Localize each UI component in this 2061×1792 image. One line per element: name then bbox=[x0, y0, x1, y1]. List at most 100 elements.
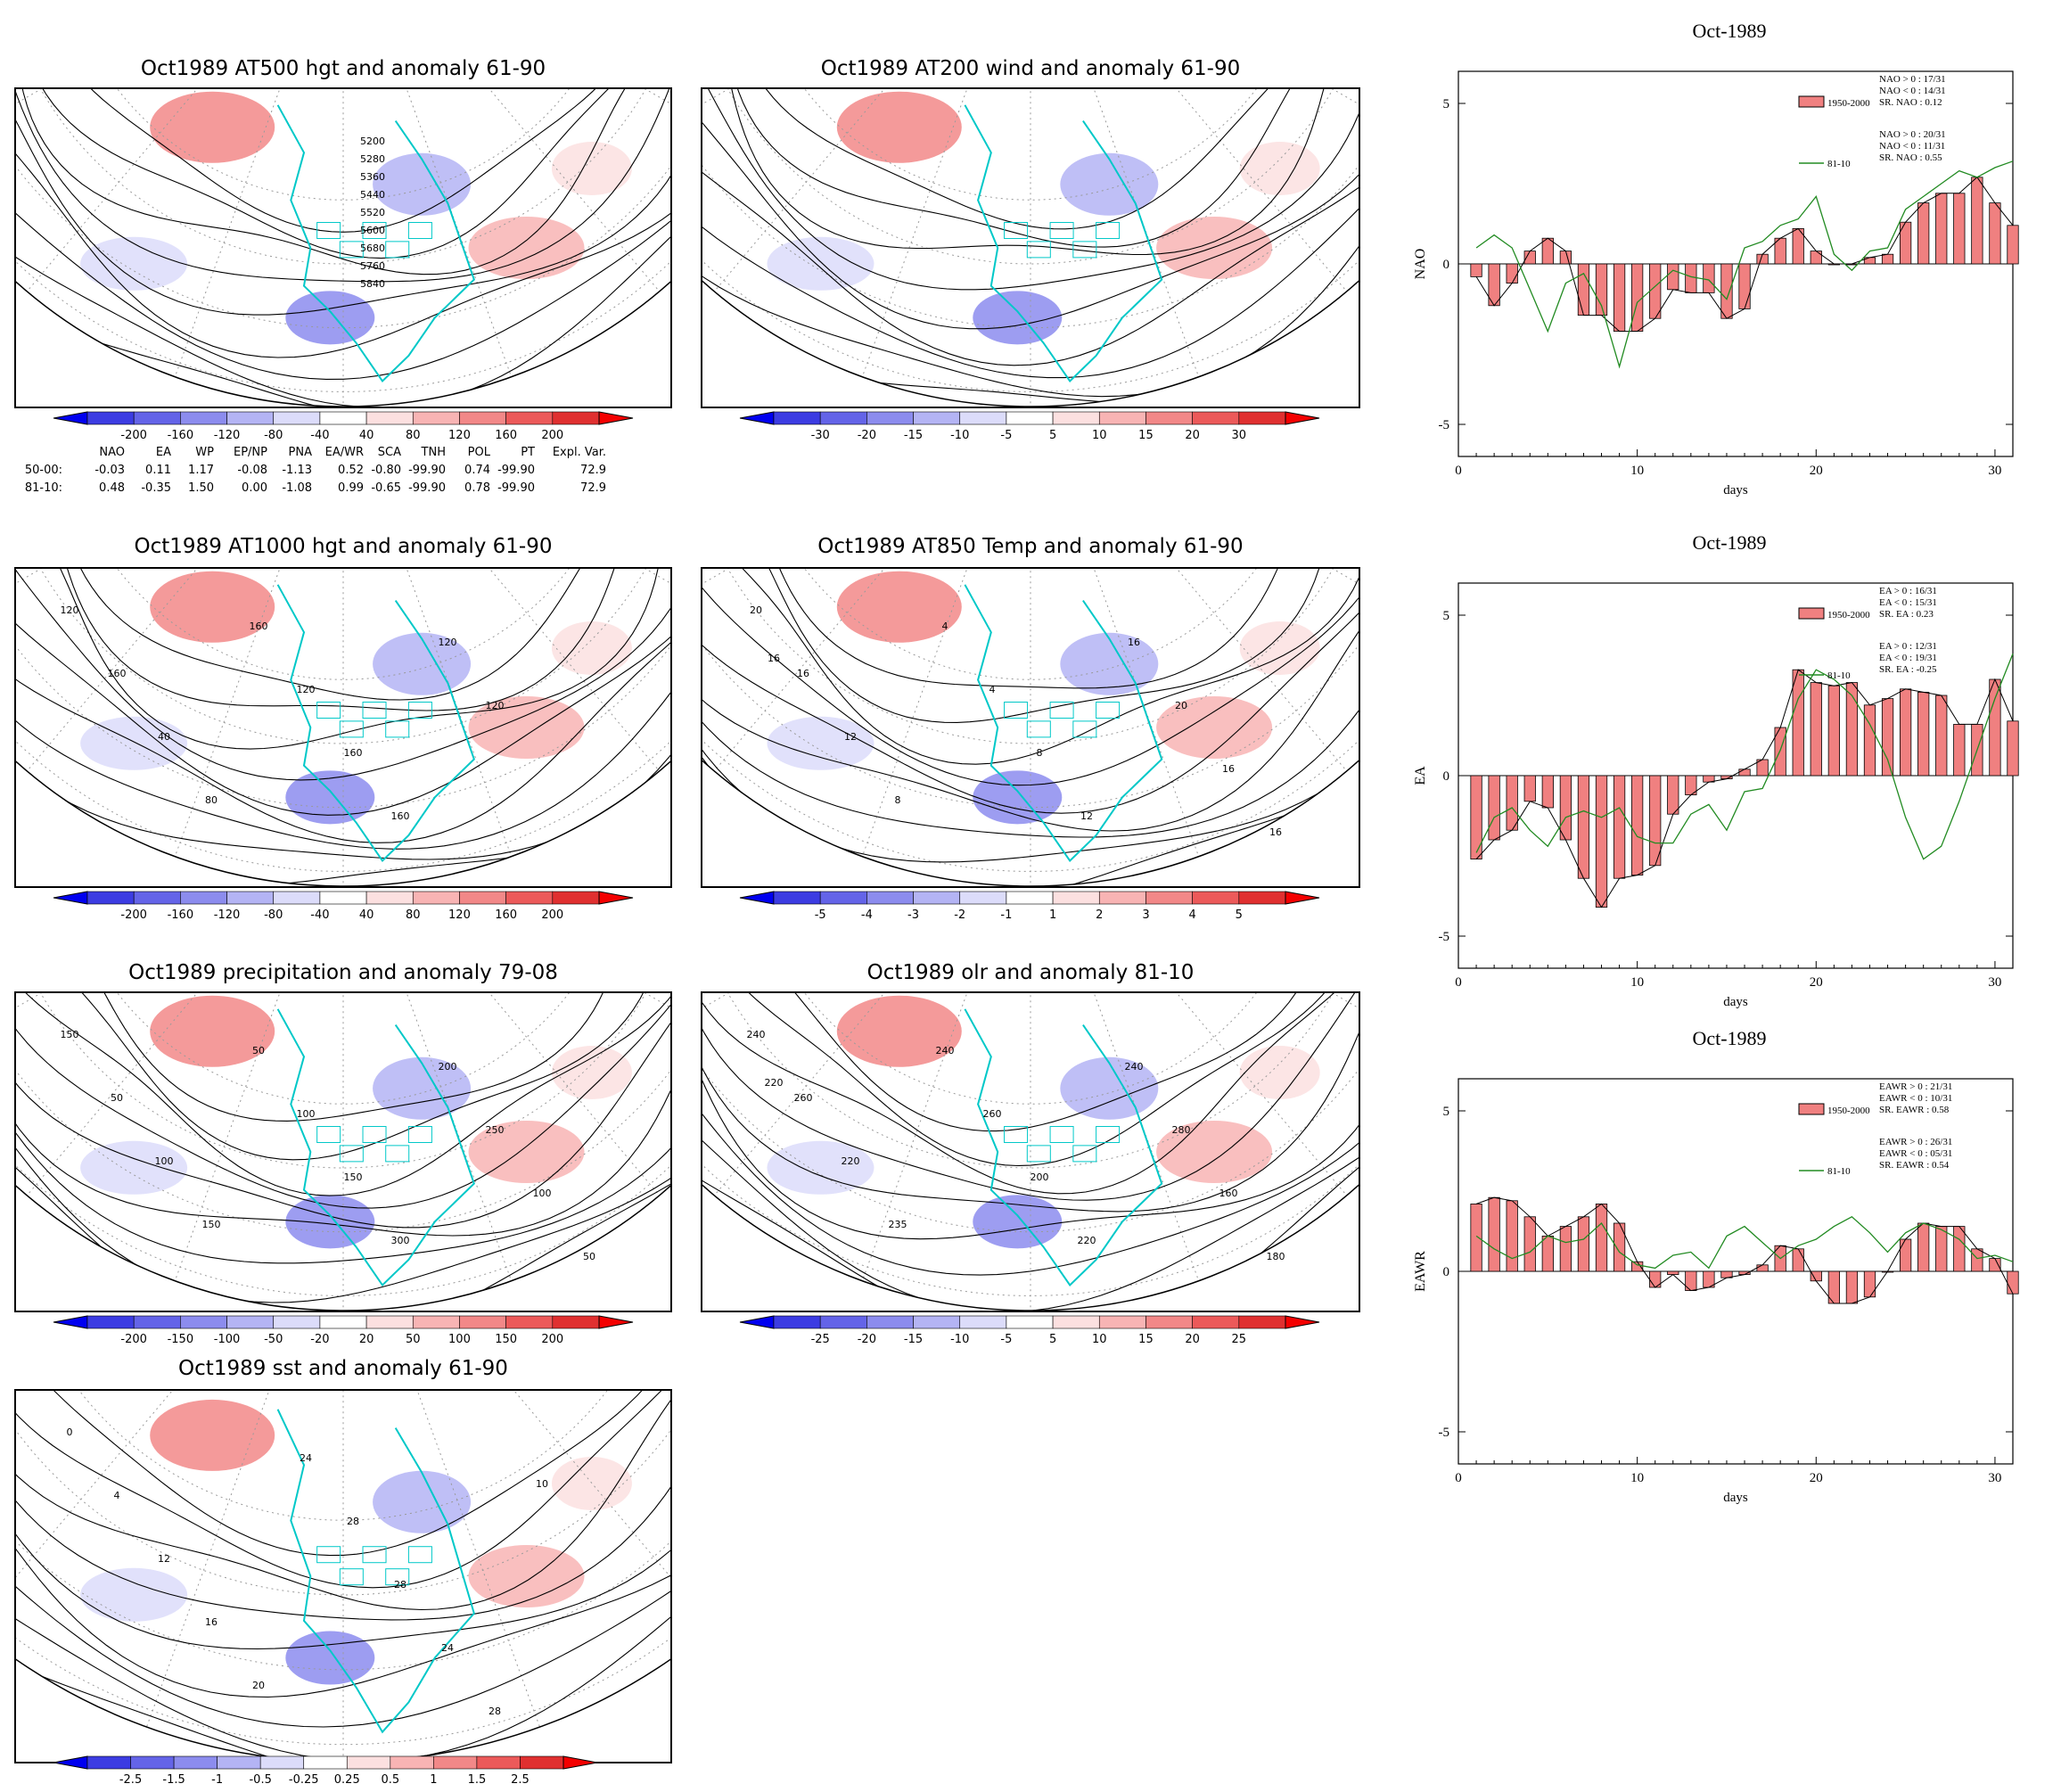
contour-label: 8 bbox=[895, 794, 901, 806]
legend-stat: SR. NAO : 0.12 bbox=[1879, 97, 1942, 108]
contour-label: 200 bbox=[1030, 1171, 1049, 1183]
chart-title-eawr: Oct-1989 bbox=[1692, 1027, 1767, 1049]
bar-1950-2000 bbox=[1470, 1203, 1482, 1272]
legend-label: 1950-2000 bbox=[1827, 98, 1870, 109]
contour-label: 24 bbox=[300, 1452, 312, 1464]
contour-line bbox=[20, 1391, 670, 1557]
bar-1950-2000 bbox=[1541, 1235, 1554, 1272]
contour-line bbox=[47, 569, 661, 750]
chart-nao: 5 0 -5 0 10 20 30 days NAO 1950-2000 81-10 NAO > 0 … bbox=[1391, 53, 2032, 499]
map-title: Oct1989 sst and anomaly 61-90 bbox=[178, 1357, 508, 1380]
colorbar-tick-label: -80 bbox=[264, 908, 283, 922]
contour-line bbox=[16, 994, 670, 1229]
anomaly-shading bbox=[468, 1545, 585, 1607]
colorbar-segment bbox=[459, 891, 506, 905]
x-tick-label: 20 bbox=[1810, 464, 1823, 478]
x-tick-label: 20 bbox=[1810, 975, 1823, 990]
colorbar-tick-label: 10 bbox=[1092, 429, 1107, 442]
x-axis-label: days bbox=[1723, 483, 1748, 497]
contour-label: 16 bbox=[1222, 763, 1235, 775]
colorbar-tick-label: -50 bbox=[264, 1333, 283, 1346]
contour-label: 10 bbox=[536, 1478, 548, 1490]
colorbar-segment bbox=[552, 411, 600, 425]
colorbar-tick-label: 1 bbox=[1049, 908, 1056, 922]
state-border bbox=[316, 702, 341, 719]
series-line-81-10 bbox=[1475, 653, 2014, 860]
colorbar-precipitation: -200 -150 -100 -50 -20 20 50 100 150 200 bbox=[53, 1315, 634, 1352]
bar-1950-2000 bbox=[1989, 678, 2001, 777]
series-line-81-10 bbox=[1475, 160, 2014, 369]
anomaly-shading bbox=[767, 1140, 874, 1195]
index-header: NAO bbox=[99, 446, 125, 459]
contour-line bbox=[16, 993, 670, 1209]
contour-label: 80 bbox=[205, 794, 218, 806]
colorbar-tick-label: -5 bbox=[1000, 1333, 1012, 1346]
longitude-line bbox=[342, 993, 670, 1065]
anomaly-shading bbox=[551, 1457, 632, 1510]
anomaly-shading bbox=[1239, 142, 1320, 195]
contour-line bbox=[82, 993, 617, 1122]
anomaly-shading bbox=[150, 91, 275, 163]
colorbar-segment bbox=[773, 891, 821, 905]
state-border bbox=[339, 1568, 364, 1586]
colorbar-segment bbox=[819, 891, 867, 905]
state-border bbox=[1096, 1126, 1121, 1144]
bar-1950-2000 bbox=[1899, 688, 1912, 777]
contour-label: 4 bbox=[989, 684, 996, 695]
colorbar-segment bbox=[133, 411, 181, 425]
colorbar-tick-label: -200 bbox=[120, 908, 147, 922]
contour-label: 120 bbox=[297, 684, 316, 695]
state-border bbox=[1026, 720, 1051, 738]
x-tick-label: 10 bbox=[1630, 975, 1644, 990]
map-at200 bbox=[701, 87, 1360, 408]
colorbar-segment bbox=[1098, 411, 1146, 425]
contour-line bbox=[16, 1427, 670, 1728]
bar-1950-2000 bbox=[1506, 263, 1518, 284]
index-value: 1.17 bbox=[188, 464, 214, 477]
anomaly-shading bbox=[80, 236, 188, 291]
state-border bbox=[1026, 1145, 1051, 1163]
contour-label: 5600 bbox=[360, 225, 385, 236]
index-value: -99.90 bbox=[408, 464, 446, 477]
contour-label: 150 bbox=[202, 1219, 221, 1230]
colorbar-max-arrow bbox=[1285, 411, 1320, 425]
contour-label: 5520 bbox=[360, 207, 385, 218]
colorbar-tick-label: 50 bbox=[406, 1333, 421, 1346]
colorbar-segment bbox=[1006, 411, 1054, 425]
colorbar-segment bbox=[412, 1315, 460, 1329]
contour-label: 12 bbox=[158, 1553, 170, 1565]
colorbar-tick-label: -80 bbox=[264, 429, 283, 442]
colorbar-segment bbox=[459, 1315, 506, 1329]
contour-line bbox=[16, 1406, 670, 1698]
colorbar-tick-label: 4 bbox=[1188, 908, 1195, 922]
map-olr: 240 260 220 235 240 260 200 220 240 280 160 180 220 bbox=[701, 991, 1360, 1312]
index-value: 0.48 bbox=[99, 481, 125, 495]
colorbar-segment bbox=[273, 1315, 321, 1329]
contour-line bbox=[763, 993, 1313, 1132]
colorbar-tick-label: -10 bbox=[950, 1333, 969, 1346]
legend-stat: SR. EAWR : 0.58 bbox=[1879, 1105, 1950, 1115]
contour-line bbox=[751, 569, 1326, 723]
anomaly-shading bbox=[1156, 696, 1273, 759]
contour-label: 240 bbox=[1125, 1061, 1144, 1073]
bar-1950-2000 bbox=[1470, 775, 1482, 859]
colorbar-tick-label: -25 bbox=[811, 1333, 830, 1346]
colorbar-segment bbox=[913, 1315, 961, 1329]
contour-label: 100 bbox=[155, 1155, 174, 1167]
bar-1950-2000 bbox=[1541, 775, 1554, 809]
bar-1950-2000 bbox=[1488, 775, 1500, 841]
colorbar-tick-label: 200 bbox=[541, 429, 563, 442]
bar-1950-2000 bbox=[1827, 685, 1840, 777]
contour-line bbox=[702, 580, 1359, 832]
state-border bbox=[362, 1126, 387, 1144]
state-border bbox=[385, 1145, 410, 1163]
colorbar-tick-label: 40 bbox=[359, 429, 374, 442]
bar-1950-2000 bbox=[1559, 1226, 1572, 1272]
teleconnection-index-table: NAO EA WP EP/NP PNA EA/WR SCA TNH POL PT… bbox=[18, 446, 624, 499]
colorbar-at1000: -200 -160 -120 -80 -40 40 80 120 160 200 bbox=[53, 891, 634, 927]
map-at500: 5200 5280 5360 5440 5520 5600 5680 5760 5840 bbox=[14, 87, 672, 408]
contour-line bbox=[16, 595, 670, 850]
colorbar-tick-label: 30 bbox=[1232, 429, 1247, 442]
y-tick-label: 0 bbox=[1443, 258, 1450, 272]
colorbar-segment bbox=[303, 1755, 348, 1770]
